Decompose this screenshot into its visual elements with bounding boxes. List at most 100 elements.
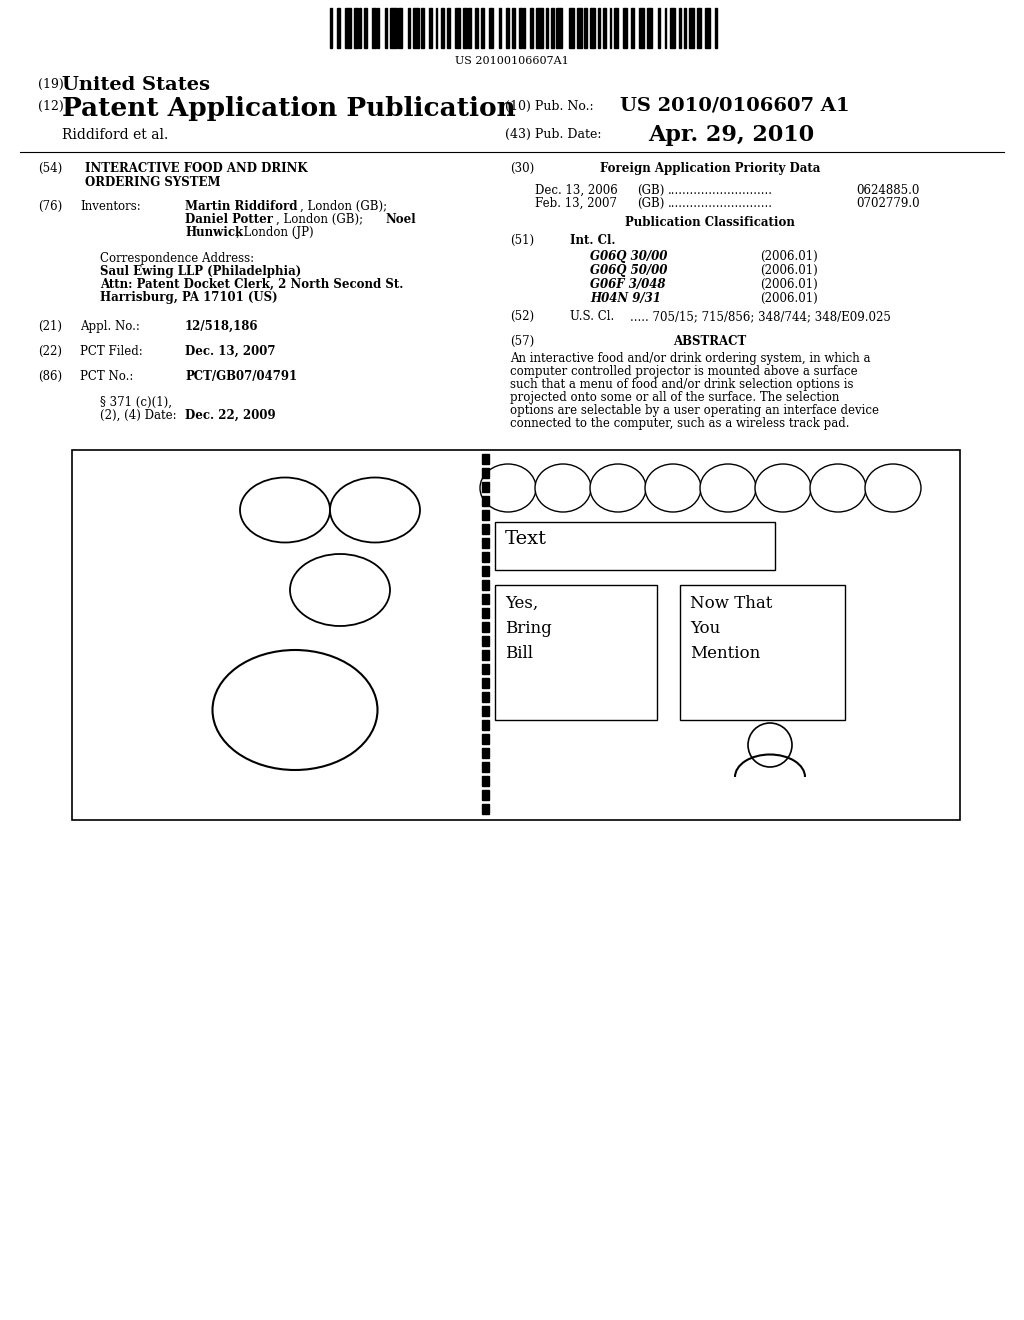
Bar <box>377 8 379 48</box>
Bar <box>398 8 401 48</box>
Ellipse shape <box>700 465 756 512</box>
Bar <box>623 8 628 48</box>
Text: ..... 705/15; 715/856; 348/744; 348/E09.025: ..... 705/15; 715/856; 348/744; 348/E09.… <box>630 310 891 323</box>
Text: (2006.01): (2006.01) <box>760 292 818 305</box>
Bar <box>482 469 489 478</box>
Text: PCT Filed:: PCT Filed: <box>80 345 142 358</box>
Text: Apr. 29, 2010: Apr. 29, 2010 <box>648 124 814 147</box>
Bar <box>385 8 387 48</box>
Text: ABSTRACT: ABSTRACT <box>674 335 746 348</box>
Text: G06Q 30/00: G06Q 30/00 <box>590 249 668 263</box>
Bar <box>512 8 515 48</box>
Bar <box>455 8 460 48</box>
Text: connected to the computer, such as a wireless track pad.: connected to the computer, such as a wir… <box>510 417 850 430</box>
Ellipse shape <box>865 465 921 512</box>
Ellipse shape <box>755 465 811 512</box>
Text: (10) Pub. No.:: (10) Pub. No.: <box>505 100 594 114</box>
Bar <box>482 579 489 590</box>
Text: 12/518,186: 12/518,186 <box>185 319 258 333</box>
Bar <box>345 8 351 48</box>
Bar <box>537 8 543 48</box>
Bar <box>584 8 587 48</box>
Bar <box>489 8 493 48</box>
Bar <box>482 609 489 618</box>
Bar <box>706 8 711 48</box>
Bar <box>359 8 360 48</box>
Ellipse shape <box>810 465 866 512</box>
Bar <box>482 566 489 576</box>
Text: (2006.01): (2006.01) <box>760 279 818 290</box>
Bar <box>72 450 961 820</box>
Bar <box>680 585 845 719</box>
Bar <box>354 8 357 48</box>
Text: U.S. Cl.: U.S. Cl. <box>570 310 614 323</box>
Text: Daniel Potter: Daniel Potter <box>185 213 273 226</box>
Bar <box>482 622 489 632</box>
Ellipse shape <box>590 465 646 512</box>
Bar <box>482 636 489 645</box>
Bar <box>631 8 634 48</box>
Text: (22): (22) <box>38 345 62 358</box>
Text: US 20100106607A1: US 20100106607A1 <box>455 55 569 66</box>
Text: such that a menu of food and/or drink selection options is: such that a menu of food and/or drink se… <box>510 378 853 391</box>
Ellipse shape <box>240 478 330 543</box>
Bar <box>475 8 478 48</box>
Bar <box>658 8 659 48</box>
Text: , London (GB);: , London (GB); <box>276 213 367 226</box>
Bar <box>609 8 611 48</box>
Text: PCT/GB07/04791: PCT/GB07/04791 <box>185 370 297 383</box>
Text: Text: Text <box>505 531 547 548</box>
Bar <box>569 8 573 48</box>
Bar <box>551 8 554 48</box>
Bar <box>463 8 467 48</box>
Bar <box>577 8 582 48</box>
Text: Appl. No.:: Appl. No.: <box>80 319 140 333</box>
Text: An interactive food and/or drink ordering system, in which a: An interactive food and/or drink orderin… <box>510 352 870 366</box>
Bar <box>373 8 376 48</box>
Bar <box>482 692 489 702</box>
Bar <box>697 8 700 48</box>
Text: computer controlled projector is mounted above a surface: computer controlled projector is mounted… <box>510 366 858 378</box>
Bar <box>408 8 410 48</box>
Bar <box>482 804 489 814</box>
Bar <box>639 8 644 48</box>
Bar <box>482 510 489 520</box>
Text: Correspondence Address:: Correspondence Address: <box>100 252 254 265</box>
Text: (2006.01): (2006.01) <box>760 249 818 263</box>
Text: Patent Application Publication: Patent Application Publication <box>62 96 516 121</box>
Bar <box>684 8 686 48</box>
Bar <box>482 748 489 758</box>
Text: Martin Riddiford: Martin Riddiford <box>185 201 298 213</box>
Bar <box>482 706 489 715</box>
Text: (54): (54) <box>38 162 62 176</box>
Bar <box>482 762 489 772</box>
Text: projected onto some or all of the surface. The selection: projected onto some or all of the surfac… <box>510 391 840 404</box>
Text: (19): (19) <box>38 78 63 91</box>
Bar <box>421 8 424 48</box>
Text: Inventors:: Inventors: <box>80 201 140 213</box>
Bar <box>506 8 509 48</box>
Text: Attn: Patent Docket Clerk, 2 North Second St.: Attn: Patent Docket Clerk, 2 North Secon… <box>100 279 403 290</box>
Bar <box>556 8 562 48</box>
Text: US 2010/0106607 A1: US 2010/0106607 A1 <box>620 96 850 115</box>
Text: 0624885.0: 0624885.0 <box>857 183 920 197</box>
Text: Foreign Application Priority Data: Foreign Application Priority Data <box>600 162 820 176</box>
Text: (52): (52) <box>510 310 535 323</box>
Bar <box>482 664 489 675</box>
Text: Harrisburg, PA 17101 (US): Harrisburg, PA 17101 (US) <box>100 290 278 304</box>
Text: (76): (76) <box>38 201 62 213</box>
Text: G06Q 50/00: G06Q 50/00 <box>590 264 668 277</box>
Bar <box>468 8 471 48</box>
Bar <box>482 719 489 730</box>
Text: (12): (12) <box>38 100 63 114</box>
Bar <box>482 789 489 800</box>
Text: Noel: Noel <box>385 213 416 226</box>
Bar <box>665 8 667 48</box>
Text: Dec. 13, 2006: Dec. 13, 2006 <box>535 183 617 197</box>
Text: Now That: Now That <box>690 595 772 612</box>
Bar <box>337 8 340 48</box>
Bar <box>413 8 420 48</box>
Bar <box>482 454 489 465</box>
Bar <box>390 8 396 48</box>
Text: (2006.01): (2006.01) <box>760 264 818 277</box>
